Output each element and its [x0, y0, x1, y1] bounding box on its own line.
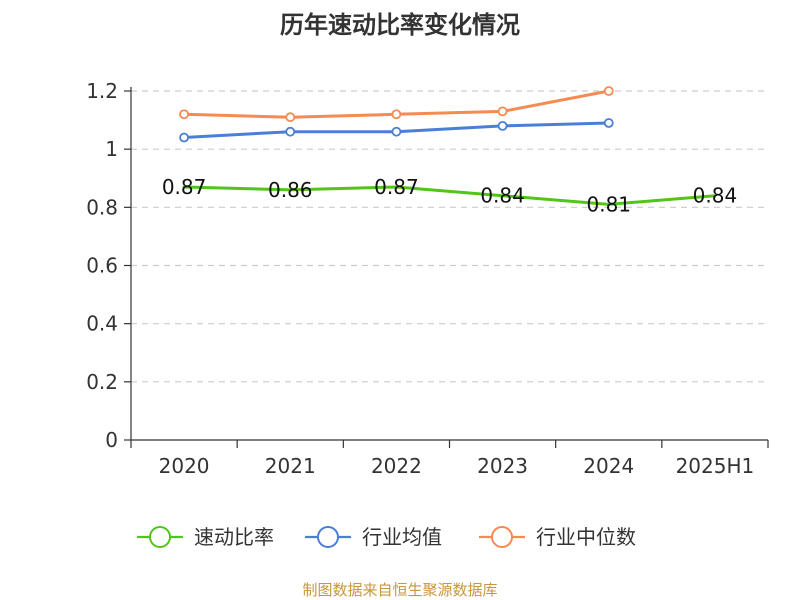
legend-swatch-marker: [491, 526, 513, 548]
legend-item-1[interactable]: 行业均值: [305, 525, 442, 549]
chart-title: 历年速动比率变化情况: [280, 11, 520, 39]
data-point: [179, 132, 189, 143]
data-point: [391, 126, 402, 137]
x-tick-label: 2020: [159, 454, 210, 478]
legend-swatch-marker: [149, 526, 171, 548]
y-tick-label: 1.2: [86, 79, 118, 103]
legend: 速动比率 行业均值 行业中位数: [137, 525, 636, 549]
legend-item-2[interactable]: 行业中位数: [479, 525, 636, 549]
legend-item-0[interactable]: 速动比率: [137, 525, 274, 549]
legend-label: 行业均值: [362, 525, 442, 549]
data-point: [285, 126, 296, 137]
x-tick-label: 2023: [477, 454, 528, 478]
data-point: [179, 109, 189, 120]
y-tick-label: 1: [105, 137, 118, 161]
data-point: [603, 118, 614, 128]
series-lines: [179, 86, 717, 206]
x-tick-label: 2024: [583, 454, 634, 478]
data-point: [285, 112, 296, 123]
data-label: 0.87: [162, 175, 207, 199]
x-tick-label: 2021: [265, 454, 316, 478]
data-labels: 0.87 0.86 0.87 0.84 0.81 0.84: [162, 175, 737, 216]
y-tick-label: 0.4: [86, 312, 118, 336]
source-note: 制图数据来自恒生聚源数据库: [302, 581, 497, 599]
x-tick-label: 2025H1: [676, 454, 755, 478]
data-label: 0.81: [586, 192, 631, 216]
grid-lines: [131, 90, 768, 383]
data-label: 0.84: [693, 184, 738, 208]
series-line-0: [182, 185, 717, 206]
data-point: [603, 86, 614, 96]
legend-swatch-marker: [317, 526, 339, 548]
x-tick-label: 2022: [371, 454, 422, 478]
y-tick-label: 0.2: [86, 370, 118, 394]
y-tick-label: 0: [105, 428, 118, 452]
data-point: [497, 106, 508, 117]
y-tick-label: 0.8: [86, 195, 118, 219]
data-point: [391, 109, 402, 120]
data-label: 0.87: [374, 175, 419, 199]
data-point: [497, 121, 508, 131]
legend-label: 行业中位数: [536, 525, 636, 549]
data-label: 0.84: [480, 184, 525, 208]
y-tick-label: 0.6: [86, 254, 118, 278]
data-label: 0.86: [268, 178, 313, 202]
legend-label: 速动比率: [194, 525, 274, 549]
